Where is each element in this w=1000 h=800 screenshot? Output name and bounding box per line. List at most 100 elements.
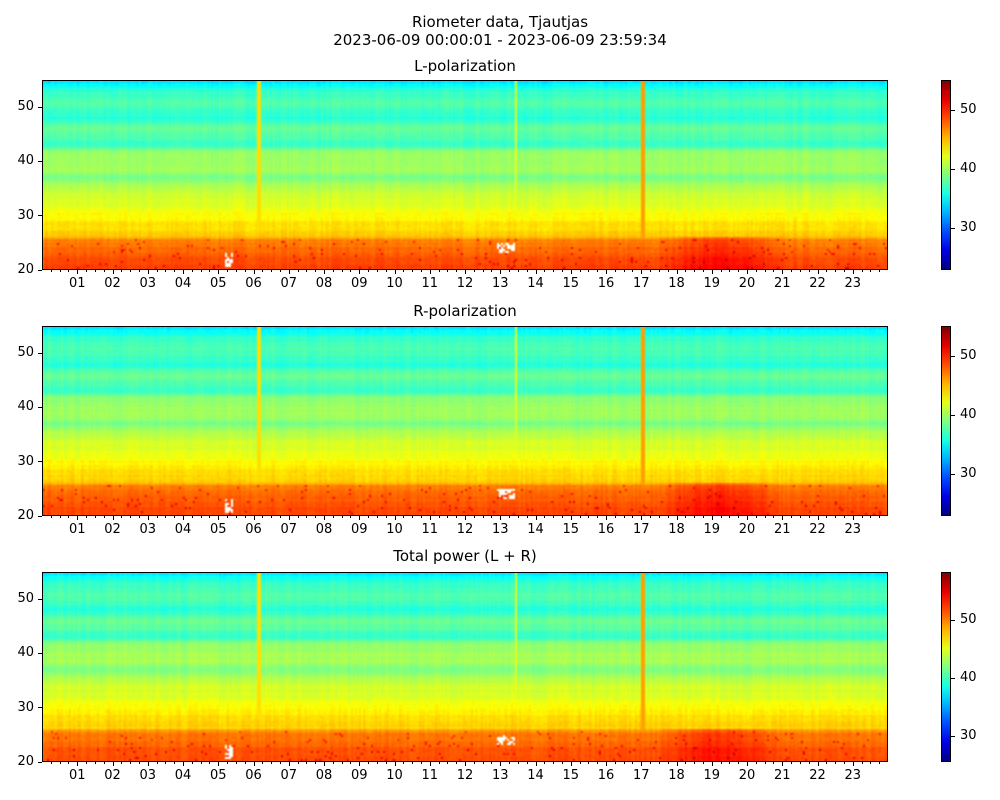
x-tick-label: 23	[844, 276, 862, 291]
x-tick-label: 11	[421, 276, 439, 291]
x-minor-tick	[879, 270, 881, 272]
x-tick-label: 10	[386, 276, 403, 291]
x-tick-label: 02	[104, 522, 121, 537]
y-tick	[38, 598, 42, 600]
x-minor-tick	[200, 762, 202, 764]
x-tick-label: 16	[597, 522, 615, 537]
x-minor-tick	[843, 762, 845, 764]
x-tick-label: 18	[668, 276, 685, 291]
x-tick	[218, 516, 220, 520]
x-tick	[288, 270, 290, 274]
x-tick	[641, 762, 643, 766]
x-minor-tick	[588, 762, 590, 764]
y-tick	[38, 106, 42, 108]
x-minor-tick	[808, 762, 810, 764]
x-minor-tick	[271, 762, 273, 764]
x-tick	[641, 270, 643, 274]
colorbar-tick	[951, 109, 955, 111]
x-minor-tick	[227, 270, 229, 272]
x-minor-tick	[456, 516, 458, 518]
x-tick-label: 19	[703, 522, 721, 537]
x-minor-tick	[350, 270, 352, 272]
x-tick-label: 07	[280, 522, 298, 537]
colorbar-tick-label: 50	[960, 612, 977, 628]
y-tick-label: 40	[17, 645, 34, 661]
x-tick-label: 17	[632, 276, 650, 291]
x-minor-tick	[174, 270, 176, 272]
x-minor-tick	[650, 270, 652, 272]
x-tick-label: 05	[209, 768, 227, 783]
x-tick	[394, 516, 396, 520]
y-tick-label: 40	[17, 153, 34, 169]
x-minor-tick	[509, 762, 511, 764]
x-tick-label: 10	[386, 768, 403, 783]
x-minor-tick	[297, 762, 299, 764]
colorbar-r	[941, 326, 951, 516]
x-minor-tick	[174, 762, 176, 764]
x-minor-tick	[279, 270, 281, 272]
x-tick-label: 17	[632, 522, 650, 537]
x-minor-tick	[694, 762, 696, 764]
x-minor-tick	[279, 516, 281, 518]
y-tick	[38, 515, 42, 517]
x-tick-label: 19	[703, 768, 721, 783]
x-tick-label: 07	[280, 276, 298, 291]
x-minor-tick	[350, 516, 352, 518]
x-tick-label: 11	[421, 768, 439, 783]
x-minor-tick	[368, 270, 370, 272]
x-minor-tick	[271, 270, 273, 272]
x-tick	[747, 762, 748, 766]
x-minor-tick	[121, 762, 123, 764]
x-tick	[465, 516, 466, 520]
x-minor-tick	[632, 270, 634, 272]
x-tick	[606, 270, 607, 274]
x-minor-tick	[174, 516, 176, 518]
x-tick-label: 20	[738, 522, 756, 537]
x-minor-tick	[209, 762, 211, 764]
x-minor-tick	[121, 516, 123, 518]
x-minor-tick	[808, 270, 810, 272]
x-tick	[324, 270, 325, 274]
x-minor-tick	[86, 270, 88, 272]
heatmap-l-polarization	[42, 80, 888, 270]
x-minor-tick	[861, 516, 863, 518]
x-minor-tick	[685, 516, 687, 518]
x-minor-tick	[244, 516, 246, 518]
x-minor-tick	[341, 270, 343, 272]
x-minor-tick	[94, 516, 96, 518]
x-minor-tick	[773, 516, 775, 518]
x-minor-tick	[50, 270, 52, 272]
x-minor-tick	[870, 516, 872, 518]
panel-title-r: R-polarization	[413, 302, 517, 320]
x-tick-label: 14	[527, 522, 544, 537]
x-tick	[112, 516, 114, 520]
x-minor-tick	[791, 762, 793, 764]
x-minor-tick	[368, 762, 370, 764]
x-minor-tick	[244, 270, 246, 272]
x-minor-tick	[658, 270, 660, 272]
colorbar-tick	[951, 228, 955, 230]
x-tick	[606, 762, 607, 766]
x-tick-label: 09	[350, 276, 368, 291]
x-minor-tick	[623, 762, 625, 764]
colorbar-tick	[951, 415, 955, 417]
x-tick	[782, 762, 784, 766]
y-tick	[38, 707, 42, 709]
x-tick-label: 18	[668, 522, 685, 537]
x-minor-tick	[50, 762, 52, 764]
figure-subtitle: 2023-06-09 00:00:01 - 2023-06-09 23:59:3…	[333, 31, 667, 49]
x-tick	[288, 762, 290, 766]
heatmap-image	[43, 573, 887, 761]
x-minor-tick	[103, 270, 105, 272]
x-tick-label: 22	[809, 276, 826, 291]
x-tick-label: 04	[174, 522, 192, 537]
y-tick	[38, 761, 42, 763]
x-minor-tick	[579, 762, 581, 764]
x-tick-label: 18	[668, 768, 685, 783]
x-tick	[535, 270, 537, 274]
x-minor-tick	[623, 270, 625, 272]
x-minor-tick	[720, 762, 722, 764]
x-tick	[253, 270, 255, 274]
x-minor-tick	[791, 516, 793, 518]
x-tick-label: 10	[386, 522, 403, 537]
